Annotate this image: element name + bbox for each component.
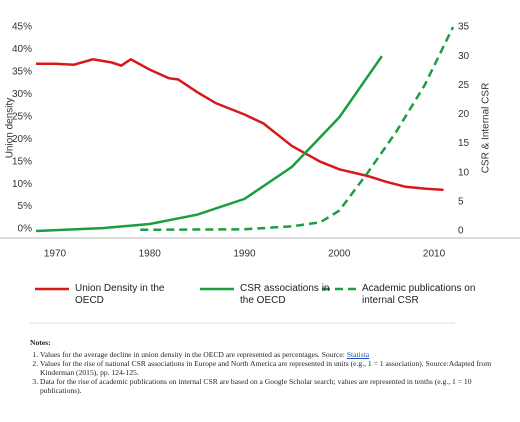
y-tick-label: 35% [12,67,32,78]
y2-axis-label: CSR & Internal CSR [481,83,492,174]
y2-tick-label: 10 [458,167,470,178]
notes-list: Values for the average decline in union … [30,350,500,395]
chart: Union density CSR & Internal CSR 0% 5% 10%… [0,22,520,324]
y-tick-label: 10% [12,179,32,190]
note: Data for the rise of academic publicatio… [40,377,500,395]
note-text: Values for the average decline in union … [40,350,345,359]
y-tick-label: 15% [12,156,32,167]
y-axis-label: Union density [5,98,16,159]
y2-tick-label: 15 [458,138,470,149]
notes: Notes: Values for the average decline in… [30,338,500,395]
y2-tick-label: 30 [458,51,470,62]
y-tick-label: 20% [12,134,32,145]
series-line [140,26,455,232]
x-tick-label: 1990 [233,249,256,260]
series-line [36,57,444,192]
legend-text: Union Density in the OECD [75,283,165,306]
y2-tick-label: 0 [458,226,464,237]
note: Values for the average decline in union … [40,350,500,359]
y-tick-label: 45% [12,22,32,33]
y2-tick-label: 20 [458,109,470,120]
notes-title: Notes: [30,338,51,347]
legend-text: CSR associations in the OECD [240,283,330,306]
y-tick-label: 5% [18,201,33,212]
note-text: Data for the rise of academic publicatio… [40,377,472,395]
y2-tick-label: 25 [458,80,470,91]
y-tick-label: 25% [12,111,32,122]
y-tick-label: 30% [12,89,32,100]
series-line [35,55,383,233]
note-text: Values for the rise of national CSR asso… [40,359,492,377]
x-tick-label: 1980 [139,249,162,260]
legend-text: Academic publications on internal CSR [362,283,476,306]
x-tick-label: 2000 [328,249,351,260]
x-tick-label: 1970 [44,249,67,260]
y2-tick-label: 35 [458,22,470,33]
x-tick-label: 2010 [423,249,446,260]
y-tick-label: 40% [12,44,32,55]
y-tick-label: 0% [18,224,33,235]
y2-tick-label: 5 [458,196,464,207]
note-link[interactable]: Statista [346,350,370,359]
note: Values for the rise of national CSR asso… [40,359,500,377]
